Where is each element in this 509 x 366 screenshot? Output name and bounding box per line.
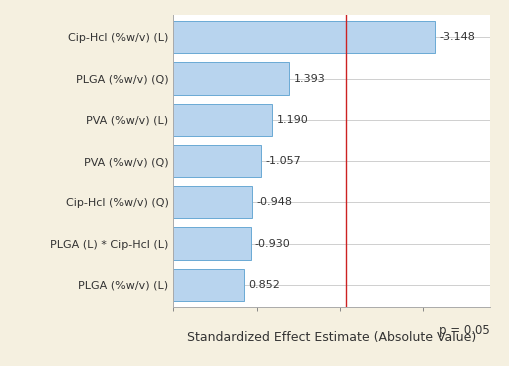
Text: -3.148: -3.148 (439, 32, 474, 42)
Bar (173, 269, 244, 301)
Text: -1.057: -1.057 (265, 156, 301, 166)
Bar (173, 145, 261, 177)
Text: 1.190: 1.190 (276, 115, 308, 125)
Text: 1.393: 1.393 (293, 74, 325, 83)
Bar (173, 227, 250, 259)
X-axis label: Standardized Effect Estimate (Absolute Value): Standardized Effect Estimate (Absolute V… (186, 331, 475, 344)
Text: -0.930: -0.930 (254, 239, 290, 249)
Bar (173, 63, 289, 95)
Text: -0.948: -0.948 (256, 197, 292, 207)
Bar (173, 104, 272, 136)
Text: p = 0.05: p = 0.05 (438, 324, 489, 337)
Text: 0.852: 0.852 (248, 280, 280, 290)
Bar (173, 21, 435, 53)
Bar (173, 186, 252, 219)
